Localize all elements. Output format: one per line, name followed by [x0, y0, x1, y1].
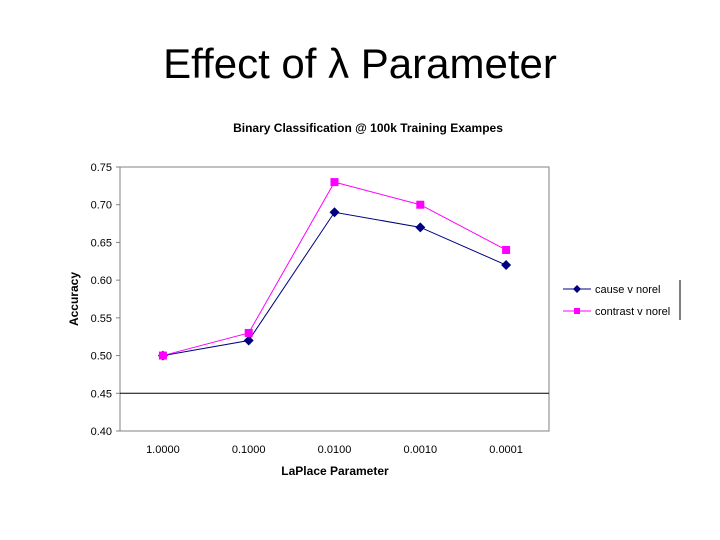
data-point — [415, 222, 426, 233]
data-point — [416, 200, 425, 209]
data-point — [329, 207, 340, 218]
y-tick-label: 0.55 — [91, 313, 112, 325]
y-axis-label: Accuracy — [67, 272, 81, 326]
y-tick-label: 0.50 — [91, 351, 112, 363]
x-axis-label: LaPlace Parameter — [281, 464, 389, 478]
y-tick-label: 0.75 — [91, 162, 112, 174]
legend: cause v norel contrast v norel — [560, 280, 681, 320]
data-point — [330, 178, 339, 187]
series-contrast-v-norel — [158, 178, 511, 360]
data-point — [501, 260, 512, 271]
legend-marker — [573, 285, 581, 293]
data-point — [243, 335, 254, 346]
x-tick-label: 0.0010 — [403, 444, 437, 456]
legend-marker — [574, 308, 580, 314]
x-axis-ticks: 1.0000 0.1000 0.0100 0.0010 0.0001 — [146, 444, 523, 456]
y-tick-label: 0.70 — [91, 200, 112, 212]
data-point — [244, 328, 253, 337]
x-tick-label: 0.1000 — [232, 444, 266, 456]
y-tick-label: 0.65 — [91, 237, 112, 249]
y-tick-label: 0.45 — [91, 388, 112, 400]
plot-area — [119, 166, 550, 432]
legend-label: cause v norel — [595, 284, 660, 296]
chart-title: Binary Classification @ 100k Training Ex… — [233, 121, 503, 135]
y-tick-label: 0.60 — [91, 275, 112, 287]
slide-title: Effect of λ Parameter — [163, 40, 557, 87]
data-point — [502, 245, 511, 254]
x-tick-label: 1.0000 — [146, 444, 180, 456]
x-tick-label: 0.0100 — [318, 444, 352, 456]
series-layer — [157, 178, 512, 361]
x-tick-label: 0.0001 — [489, 444, 523, 456]
legend-label: contrast v norel — [595, 306, 670, 318]
y-tick-label: 0.40 — [91, 426, 112, 438]
data-point — [158, 351, 167, 360]
y-axis-ticks: 0.75 0.70 0.65 0.60 0.55 0.50 0.45 0.40 — [91, 162, 120, 438]
